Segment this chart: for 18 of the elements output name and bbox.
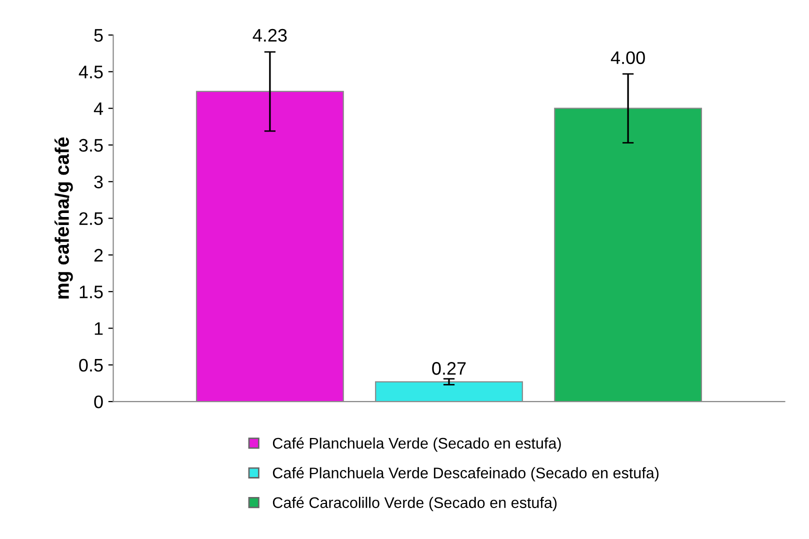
y-tick-label: 3: [94, 176, 103, 188]
y-tick-label: 2: [94, 248, 103, 262]
y-tick-label: 0.5: [79, 358, 103, 372]
y-tick-label: 5: [94, 29, 103, 42]
y-axis-title: mg cafeína/g café: [54, 137, 73, 299]
y-tick-label: 1: [94, 322, 103, 335]
legend-label: Café Planchuela Verde Descafeinado (Secado en estufa): [272, 466, 659, 482]
legend-label: Café Planchuela Verde (Secado en estufa): [272, 437, 561, 452]
y-tick-label: 3.5: [79, 138, 103, 152]
y-tick-label: 0: [94, 395, 103, 408]
data-label: 4.00: [610, 51, 645, 64]
data-label: 4.23: [252, 28, 287, 42]
y-tick-label: 4: [94, 102, 104, 115]
data-label: 0.27: [432, 362, 466, 375]
legend-label: Café Caracolillo Verde (Secado en estufa): [272, 496, 557, 512]
y-tick-label: 2.5: [79, 212, 103, 226]
y-tick-label: 1.5: [80, 286, 103, 298]
y-tick-label: 4.5: [78, 66, 103, 78]
